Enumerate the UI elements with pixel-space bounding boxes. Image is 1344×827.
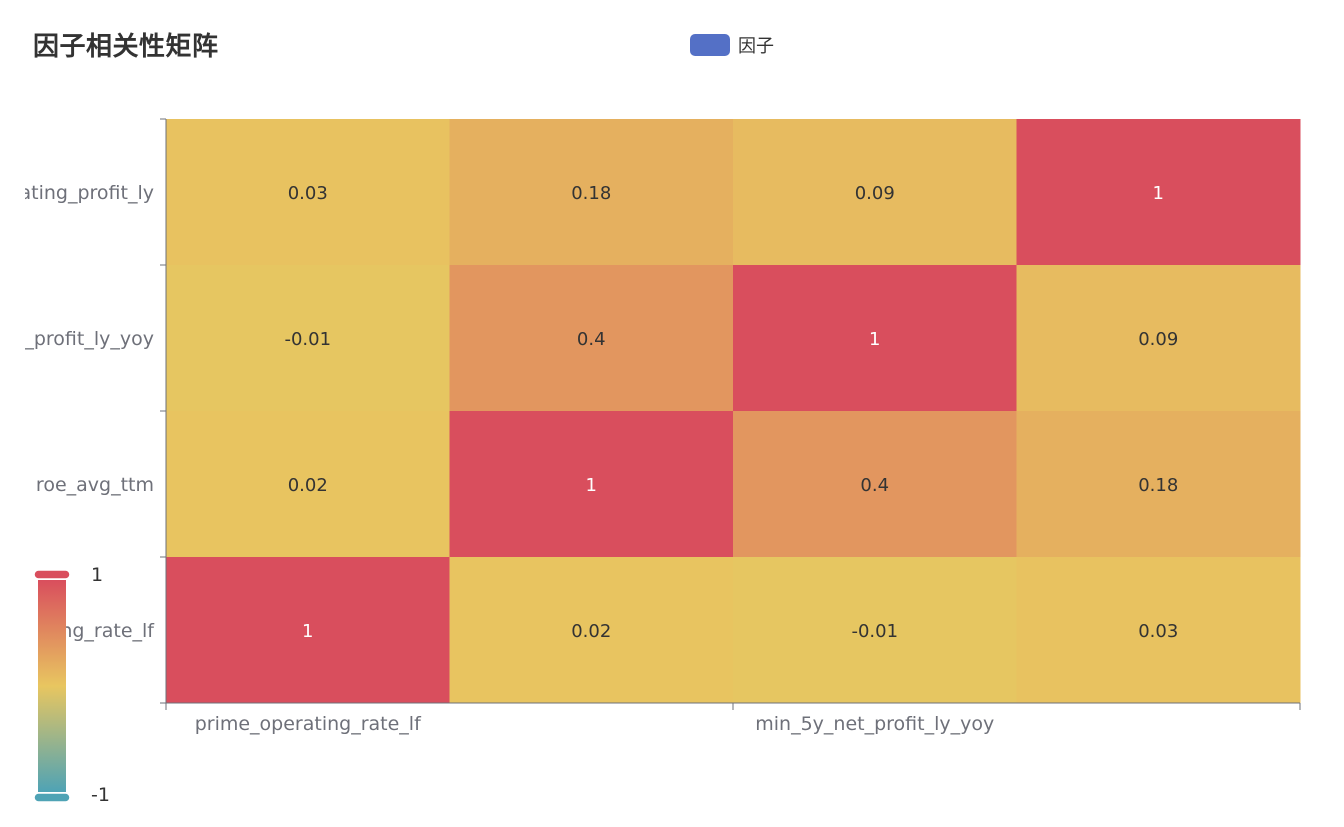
heatmap-cell[interactable]	[1016, 119, 1301, 266]
cell-value-label: 0.4	[577, 329, 606, 350]
heatmap-cell[interactable]	[1016, 265, 1301, 412]
visual-map-handle-top[interactable]	[33, 569, 71, 580]
x-tick-label: prime_operating_rate_lf	[195, 713, 422, 735]
cell-value-label: 1	[302, 621, 313, 642]
heatmap-cell[interactable]	[449, 265, 734, 412]
heatmap-cell[interactable]	[449, 557, 734, 704]
heatmap-cell[interactable]	[166, 265, 450, 412]
cell-value-label: 0.03	[288, 183, 328, 204]
heatmap-cell[interactable]	[733, 557, 1017, 704]
x-tick-label: min_5y_net_profit_ly_yoy	[755, 713, 994, 735]
cell-value-label: 1	[869, 329, 880, 350]
heatmap-cell[interactable]	[166, 411, 450, 558]
cell-value-label: 0.18	[571, 183, 611, 204]
visual-map-max-label: 1	[91, 564, 103, 586]
legend-swatch	[690, 34, 730, 56]
y-tick-label: ng_rate_lf	[60, 620, 155, 642]
visual-map-bar	[38, 580, 66, 792]
cell-value-label: 0.4	[860, 475, 889, 496]
cell-value-label: 0.02	[288, 475, 328, 496]
cell-value-label: 0.03	[1138, 621, 1178, 642]
cell-value-label: 0.02	[571, 621, 611, 642]
cell-value-label: -0.01	[284, 329, 331, 350]
cell-value-label: 0.18	[1138, 475, 1178, 496]
cell-value-label: 1	[586, 475, 597, 496]
chart-title: 因子相关性矩阵	[33, 32, 219, 62]
cell-value-label: 0.09	[855, 183, 895, 204]
cell-value-label: 0.09	[1138, 329, 1178, 350]
visual-map-min-label: -1	[91, 784, 110, 806]
heatmap-cell[interactable]	[1016, 411, 1301, 558]
y-tick-label: t_profit_ly_yoy	[17, 328, 154, 350]
heatmap-cell[interactable]	[449, 119, 734, 266]
heatmap-cell[interactable]	[166, 557, 450, 704]
heatmap-cell[interactable]	[733, 411, 1017, 558]
y-tick-label: ating_profit_ly	[20, 182, 155, 204]
legend[interactable]: 因子	[690, 32, 774, 58]
cell-value-label: 1	[1153, 183, 1164, 204]
heatmap-cell[interactable]	[1016, 557, 1301, 704]
legend-label: 因子	[738, 36, 774, 57]
cell-value-label: -0.01	[851, 621, 898, 642]
heatmap-cell[interactable]	[733, 119, 1017, 266]
visual-map-handle-bottom[interactable]	[33, 792, 71, 803]
heatmap-cell[interactable]	[449, 411, 734, 558]
heatmap-cell[interactable]	[733, 265, 1017, 412]
y-tick-label: roe_avg_ttm	[36, 474, 154, 496]
heatmap-cell[interactable]	[166, 119, 450, 266]
